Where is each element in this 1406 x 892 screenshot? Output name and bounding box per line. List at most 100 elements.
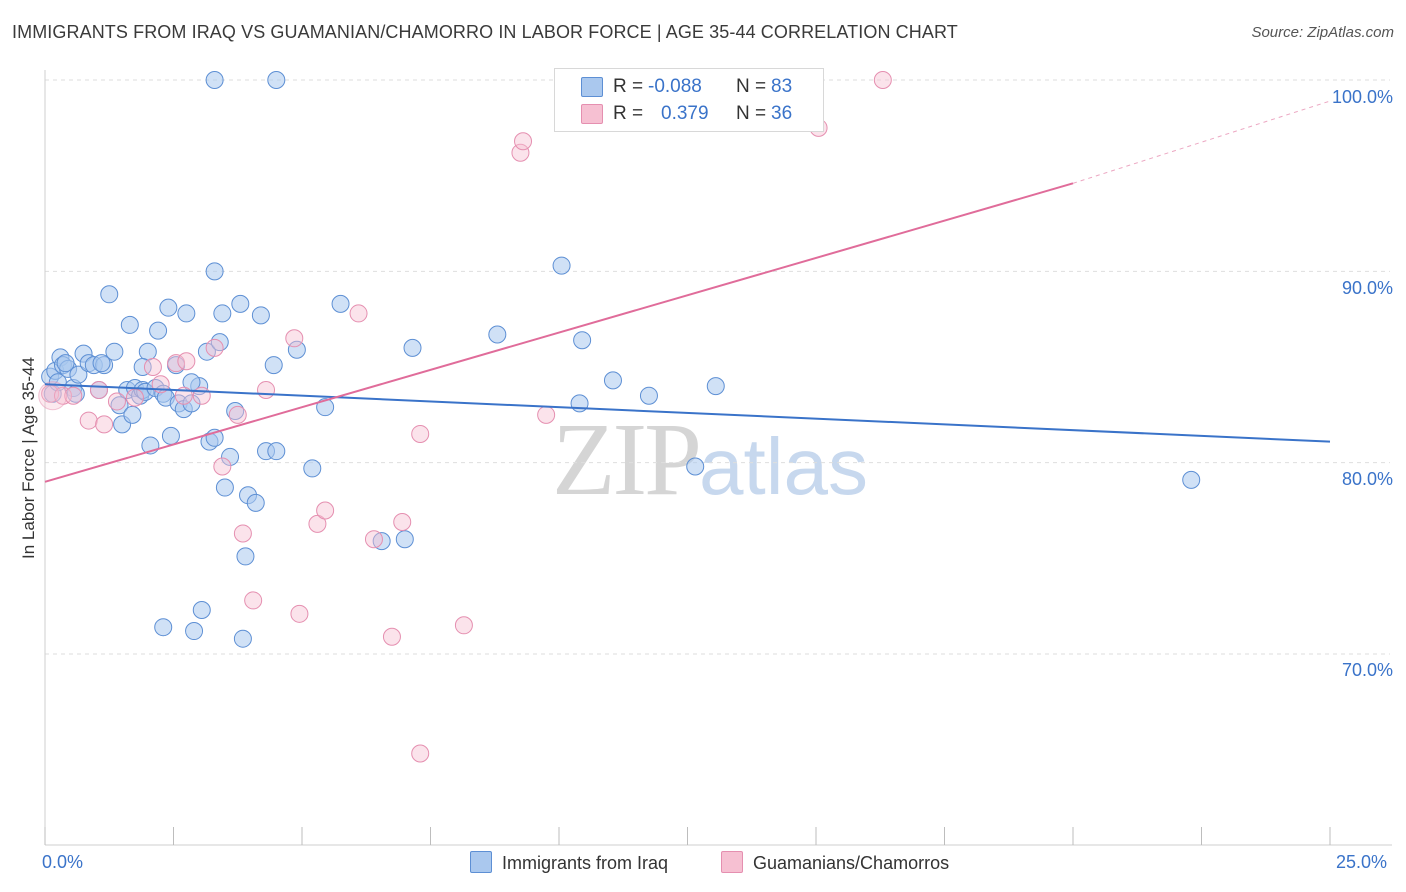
iraq-point: [215, 478, 234, 497]
guamanian-point: [64, 386, 83, 405]
bottom-legend-swatch-iraq: [470, 851, 492, 873]
iraq-point: [603, 371, 622, 390]
iraq-point: [182, 394, 201, 413]
iraq-point: [56, 354, 75, 373]
bottom-legend-guamanian[interactable]: Guamanians/Chamorros: [721, 851, 949, 874]
iraq-point: [231, 294, 250, 313]
iraq-point: [264, 356, 283, 375]
iraq-point: [488, 325, 507, 344]
watermark-zip: ZIP: [552, 402, 702, 517]
iraq-point: [210, 333, 229, 352]
iraq-point: [395, 530, 414, 549]
guamanian-point: [308, 514, 327, 533]
iraq-point: [639, 386, 658, 405]
guamanian-point: [177, 352, 196, 371]
bottom-legend-label-iraq: Immigrants from Iraq: [502, 853, 669, 873]
guamanian-point: [514, 132, 533, 151]
guamanian-point: [393, 512, 412, 531]
iraq-point: [161, 426, 180, 445]
legend-n-label: N =: [736, 103, 767, 124]
y-axis-label: In Labor Force | Age 35-44: [19, 357, 38, 559]
iraq-point: [246, 493, 265, 512]
iraq-point: [213, 304, 232, 323]
iraq-point: [316, 398, 335, 417]
legend-swatch-guamanian: [581, 104, 603, 124]
y-tick-label-90: 90.0%: [1341, 278, 1393, 298]
guamanian-trend-line: [44, 182, 1074, 483]
iraq-point: [331, 294, 350, 313]
guamanian-point: [38, 381, 68, 411]
iraq-point: [552, 256, 571, 275]
iraq-point: [69, 365, 88, 384]
iraq-point: [154, 618, 173, 637]
guamanian-point: [873, 71, 892, 89]
guamanian-point: [411, 744, 430, 763]
guamanian-point: [257, 380, 276, 399]
iraq-point: [686, 457, 705, 476]
guamanian-point: [285, 329, 304, 348]
iraq-point: [267, 442, 286, 461]
guamanian-point: [143, 358, 162, 376]
iraq-point: [233, 629, 252, 648]
iraq-point: [573, 331, 592, 350]
guamanian-point: [213, 457, 232, 476]
guamanian-point: [95, 415, 114, 434]
legend-n-label: N =: [736, 76, 767, 97]
guamanian-point: [228, 405, 247, 424]
iraq-point: [1182, 470, 1201, 489]
legend-r-value: -0.088: [648, 76, 702, 97]
legend-swatch-iraq: [581, 77, 603, 97]
iraq-point: [120, 315, 139, 334]
guamanian-point: [511, 143, 530, 162]
guamanian-point: [411, 424, 430, 443]
guamanian-point: [125, 388, 144, 407]
iraq-point: [92, 354, 111, 373]
iraq-point: [267, 71, 286, 89]
guamanian-point: [205, 338, 224, 357]
bottom-legend-swatch-guamanian: [721, 851, 743, 873]
guamanian-point: [364, 530, 383, 549]
iraq-point: [133, 358, 152, 376]
guamanian-point: [537, 405, 556, 424]
legend-r-label: R =: [613, 76, 644, 97]
bottom-legend-label-guamanian: Guamanians/Chamorros: [753, 853, 950, 873]
chart-title: IMMIGRANTS FROM IRAQ VS GUAMANIAN/CHAMOR…: [12, 22, 958, 42]
iraq-point: [236, 547, 255, 566]
y-tick-label-100: 100.0%: [1331, 87, 1393, 107]
bottom-legend-iraq[interactable]: Immigrants from Iraq: [470, 851, 668, 874]
watermark-atlas: atlas: [699, 422, 868, 511]
y-tick-label-80: 80.0%: [1341, 469, 1393, 489]
guamanian-point: [53, 386, 72, 405]
iraq-trend-line: [44, 383, 1331, 443]
iraq-point: [185, 622, 204, 641]
guamanian-point: [349, 304, 368, 323]
iraq-point: [105, 342, 124, 361]
source-credit[interactable]: Source: ZipAtlas.com: [1251, 24, 1394, 41]
guamanian-point: [382, 627, 401, 646]
iraq-point: [706, 377, 725, 396]
guamanian-point: [233, 524, 252, 543]
x-tick-label-max: 25.0%: [1336, 852, 1388, 872]
guamanian-trend-extension: [1072, 100, 1331, 184]
iraq-point: [251, 306, 270, 325]
iraq-point: [149, 321, 168, 340]
legend-n-value: 36: [771, 103, 793, 124]
iraq-point: [177, 304, 196, 323]
iraq-point: [205, 71, 224, 89]
iraq-point: [159, 298, 178, 317]
x-tick-label-min: 0.0%: [42, 852, 84, 872]
correlation-legend: R = -0.088 N = 83 R = 0.379 N = 36: [554, 68, 824, 132]
iraq-point: [403, 338, 422, 357]
guamanian-point: [192, 386, 211, 405]
iraq-point: [303, 459, 322, 478]
iraq-point: [205, 262, 224, 281]
iraq-point: [372, 532, 391, 551]
legend-r-value: 0.379: [661, 103, 709, 124]
iraq-point: [221, 447, 240, 466]
guamanian-point: [290, 604, 309, 623]
guamanian-point: [454, 616, 473, 635]
guamanian-point: [316, 501, 335, 520]
iraq-point: [123, 405, 142, 424]
iraq-point: [138, 342, 157, 361]
guamanian-point: [79, 411, 98, 430]
